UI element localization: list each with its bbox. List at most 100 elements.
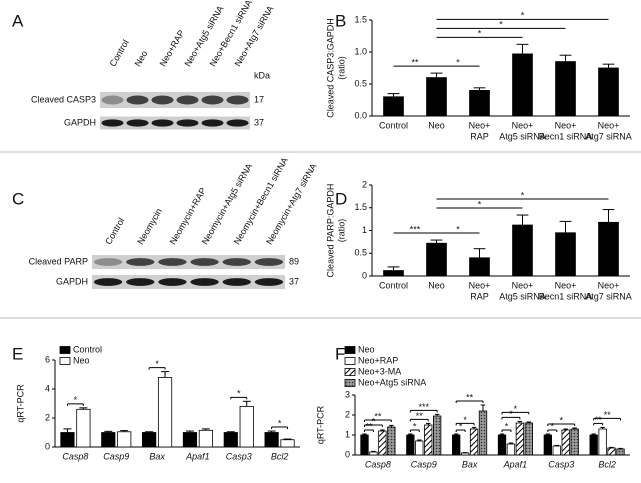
significance-label: *	[459, 421, 463, 431]
lane-label: Control	[103, 216, 126, 246]
blot-band	[126, 278, 155, 286]
significance-label: **	[365, 421, 373, 431]
y-tick-label: 2	[45, 412, 50, 422]
y-tick-label: 0	[362, 270, 367, 280]
significance-label: *	[478, 199, 482, 209]
panel-letter: E	[12, 344, 23, 363]
blot-band	[101, 119, 124, 127]
bar	[616, 448, 625, 456]
bar	[182, 432, 198, 448]
x-tick-label: Control	[379, 120, 408, 130]
blot-band	[222, 258, 251, 266]
bar	[76, 408, 91, 448]
y-axis-label: qRT-PCR	[315, 405, 325, 444]
bar	[512, 224, 533, 277]
bar	[424, 424, 433, 456]
bar	[543, 434, 552, 456]
bar	[598, 67, 619, 117]
significance-label: *	[521, 190, 525, 200]
bar	[426, 77, 447, 117]
x-tick-label: Atg7 siRNA	[585, 291, 632, 301]
legend-swatch	[344, 357, 356, 365]
row-label: GAPDH	[64, 117, 96, 127]
row-kda: 37	[289, 276, 299, 286]
x-tick-label: Neo+	[598, 280, 620, 290]
x-tick-label: Casp9	[103, 451, 129, 461]
bar	[60, 432, 75, 448]
y-tick-label: 1	[362, 225, 367, 235]
x-tick-label: Casp9	[411, 459, 437, 469]
bar	[524, 422, 533, 456]
bar	[506, 443, 516, 456]
y-tick-label: 0.5	[354, 248, 367, 258]
bar	[142, 432, 157, 448]
row-kda: 37	[254, 117, 264, 127]
blot-band	[151, 119, 174, 127]
significance-label: **	[604, 410, 612, 420]
kda-unit: kDa	[254, 70, 270, 80]
panel-letter: C	[12, 189, 24, 208]
y-tick-label: 0.0	[354, 110, 367, 120]
bar	[223, 432, 238, 448]
blot-band	[176, 95, 199, 105]
bar	[607, 447, 616, 456]
x-tick-label: Neo+	[555, 280, 577, 290]
significance-label: *	[155, 359, 159, 369]
legend-swatch	[344, 379, 356, 387]
significance-label: *	[463, 415, 467, 425]
significance-label: ***	[418, 402, 429, 412]
legend-label: Neo+Atg5 siRNA	[358, 377, 426, 387]
blot-band	[222, 278, 251, 286]
bar	[469, 257, 490, 277]
bar	[426, 242, 447, 277]
blot-band	[190, 258, 219, 266]
bar	[198, 429, 213, 448]
lane-label: Neo	[133, 49, 150, 68]
bar	[497, 434, 507, 456]
x-tick-label: RAP	[470, 131, 489, 141]
x-tick-label: Neo+	[469, 280, 491, 290]
blot-band	[93, 278, 123, 286]
bar	[369, 451, 378, 456]
legend-label: Neo+3-MA	[358, 366, 401, 376]
significance-label: *	[237, 389, 241, 399]
legend-label: Control	[73, 344, 102, 354]
x-tick-label: Apaf1	[185, 451, 210, 461]
blot-band	[201, 119, 224, 127]
blot-band	[176, 119, 199, 127]
legend-swatch	[59, 346, 71, 354]
y-tick-label: 1.5	[354, 202, 367, 212]
blot-band	[151, 95, 174, 105]
y-axis-label: Cleaved CASP3:GAPDH	[325, 18, 335, 118]
legend-swatch	[344, 346, 356, 354]
y-tick-label: 0	[345, 449, 350, 459]
y-tick-label: 1.5	[354, 14, 367, 24]
bar	[378, 430, 387, 456]
significance-label: *	[456, 57, 460, 67]
bar	[264, 432, 279, 448]
bar	[555, 232, 576, 277]
y-tick-label: 3	[345, 389, 350, 399]
bar	[589, 434, 598, 456]
bar	[157, 376, 173, 448]
blot-band	[126, 258, 155, 266]
y-tick-label: 6	[45, 354, 50, 364]
bar	[239, 405, 254, 448]
significance-label: *	[478, 29, 482, 39]
bar	[598, 428, 607, 456]
bar	[512, 53, 533, 117]
significance-label: *	[509, 409, 513, 419]
bar	[387, 426, 396, 456]
x-tick-label: Casp3	[226, 451, 252, 461]
bar	[360, 434, 369, 456]
x-tick-label: Casp8	[365, 459, 391, 469]
x-tick-label: Bax	[149, 451, 165, 461]
significance-label: **	[411, 57, 419, 67]
significance-label: **	[595, 415, 603, 425]
significance-label: *	[74, 395, 78, 405]
significance-label: *	[514, 404, 518, 414]
bar	[469, 90, 490, 117]
y-tick-label: 4	[45, 383, 50, 393]
x-tick-label: Becn1 siRNA	[539, 131, 593, 141]
lane-label: Control	[108, 38, 131, 68]
